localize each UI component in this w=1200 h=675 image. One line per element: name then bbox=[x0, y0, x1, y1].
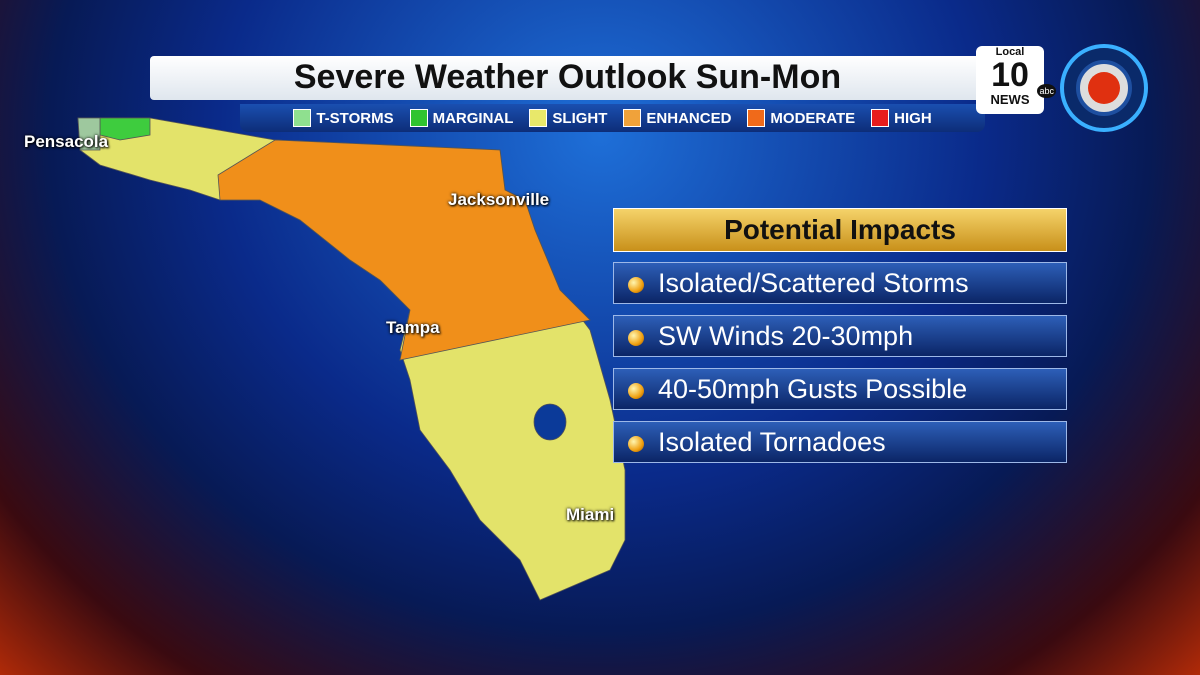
legend-swatch bbox=[529, 109, 548, 127]
logo-network: abc bbox=[1037, 84, 1056, 98]
legend-swatch bbox=[293, 109, 312, 127]
impact-text: Isolated Tornadoes bbox=[658, 427, 886, 457]
bullet bbox=[628, 383, 644, 399]
logo-number: 10 bbox=[991, 56, 1029, 94]
impact-text: Isolated/Scattered Storms bbox=[658, 268, 969, 298]
legend-swatch bbox=[747, 109, 766, 127]
bullet bbox=[628, 277, 644, 293]
logo: Local 10 NEWS abc bbox=[976, 46, 1056, 114]
logo-bottom: NEWS bbox=[990, 92, 1030, 107]
city-label: Jacksonville bbox=[448, 190, 550, 209]
legend-label: ENHANCED bbox=[646, 109, 732, 127]
bullet bbox=[628, 330, 644, 346]
legend-item: MARGINAL bbox=[409, 109, 514, 127]
lake bbox=[533, 403, 567, 441]
banner bbox=[150, 56, 985, 100]
city-label: Miami bbox=[566, 505, 615, 524]
legend: T-STORMS MARGINAL SLIGHT ENHANCED MODERATE HI… bbox=[240, 104, 985, 132]
legend-label: MODERATE bbox=[770, 109, 856, 127]
bullet bbox=[628, 436, 644, 452]
impact-text: 40-50mph Gusts Possible bbox=[658, 374, 968, 404]
legend-swatch bbox=[623, 109, 642, 127]
title: Severe Weather Outlook Sun-Mon bbox=[293, 58, 842, 96]
legend-item: ENHANCED bbox=[623, 109, 731, 127]
impact-text: SW Winds 20-30mph bbox=[658, 321, 914, 351]
legend-swatch bbox=[871, 109, 890, 127]
impact-item: Isolated/Scattered Storms bbox=[613, 262, 1067, 304]
impact-item: Isolated Tornadoes bbox=[613, 421, 1067, 463]
legend-item: MODERATE bbox=[747, 109, 855, 127]
legend-item: HIGH bbox=[871, 109, 932, 127]
city-label: Pensacola bbox=[24, 132, 109, 151]
radar-logo bbox=[1060, 44, 1148, 132]
legend-label: SLIGHT bbox=[552, 109, 608, 127]
legend-item: SLIGHT bbox=[529, 109, 607, 127]
legend-label: MARGINAL bbox=[432, 109, 514, 127]
legend-label: T-STORMS bbox=[316, 109, 394, 127]
enhanced-area bbox=[217, 139, 591, 361]
logo-top: Local bbox=[995, 46, 1025, 58]
city-label: Tampa bbox=[386, 318, 440, 337]
legend-swatch bbox=[409, 109, 428, 127]
legend-item: T-STORMS bbox=[293, 109, 394, 127]
impacts-title: Potential Impacts bbox=[613, 208, 1067, 252]
impact-item: 40-50mph Gusts Possible bbox=[613, 368, 1067, 410]
legend-label: HIGH bbox=[894, 109, 932, 127]
impact-item: SW Winds 20-30mph bbox=[613, 315, 1067, 357]
florida bbox=[77, 117, 626, 601]
tstorm-area bbox=[77, 117, 101, 151]
